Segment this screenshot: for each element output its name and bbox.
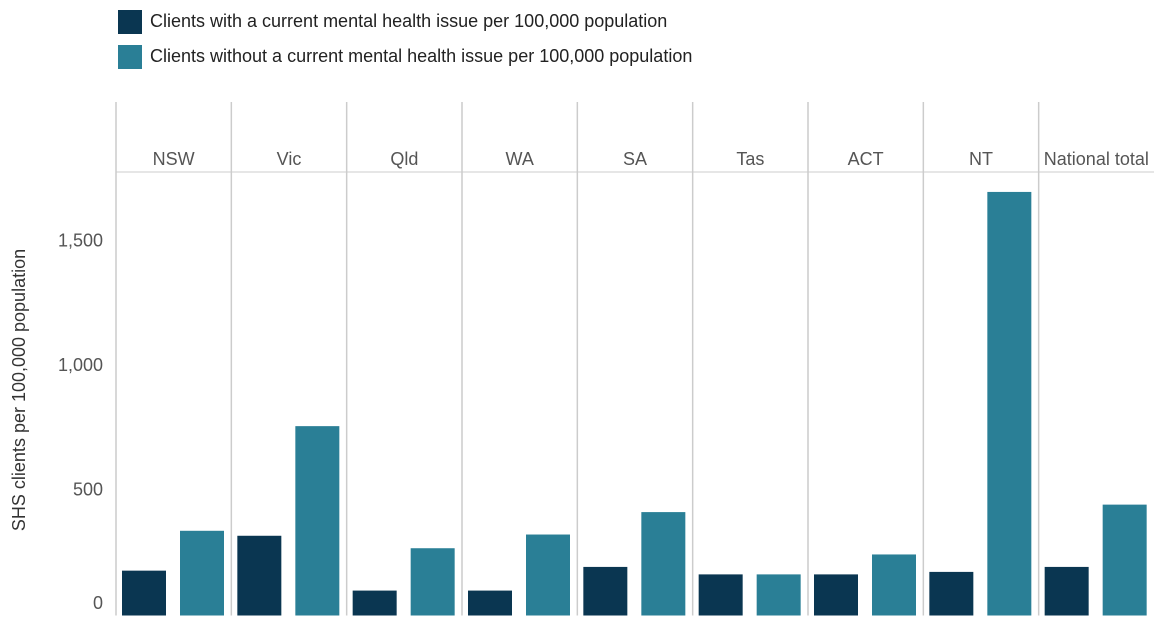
bar xyxy=(237,535,282,616)
bar xyxy=(352,590,397,616)
bar xyxy=(698,574,743,616)
category-label: WA xyxy=(505,149,534,169)
category-label: Qld xyxy=(390,149,419,169)
bar xyxy=(814,574,858,616)
legend-swatch xyxy=(118,10,142,34)
bar xyxy=(122,570,166,616)
category-label: ACT xyxy=(847,149,884,169)
y-tick-label: 1,500 xyxy=(58,231,103,251)
bar xyxy=(1102,504,1147,616)
legend-label: Clients without a current mental health … xyxy=(150,46,692,66)
bar xyxy=(180,530,224,616)
category-label: NT xyxy=(968,149,993,169)
category-label: Vic xyxy=(276,149,302,169)
bar xyxy=(583,566,628,616)
y-tick-label: 1,000 xyxy=(58,355,103,375)
legend-swatch xyxy=(118,45,142,69)
bar xyxy=(872,554,916,616)
category-label: National total xyxy=(1043,149,1149,169)
y-axis-title: SHS clients per 100,000 population xyxy=(9,249,29,531)
bar xyxy=(929,571,974,616)
y-tick-label: 0 xyxy=(93,593,103,613)
bar xyxy=(756,574,801,616)
category-label: Tas xyxy=(736,149,765,169)
category-label: SA xyxy=(622,149,647,169)
category-label: NSW xyxy=(152,149,195,169)
y-tick-label: 500 xyxy=(73,480,103,500)
bar xyxy=(468,590,512,616)
legend-label: Clients with a current mental health iss… xyxy=(150,11,667,31)
bar xyxy=(641,512,686,616)
bar xyxy=(410,548,455,616)
bar xyxy=(1044,566,1089,616)
bar xyxy=(987,191,1032,616)
bar xyxy=(295,426,340,616)
bar xyxy=(526,534,570,616)
